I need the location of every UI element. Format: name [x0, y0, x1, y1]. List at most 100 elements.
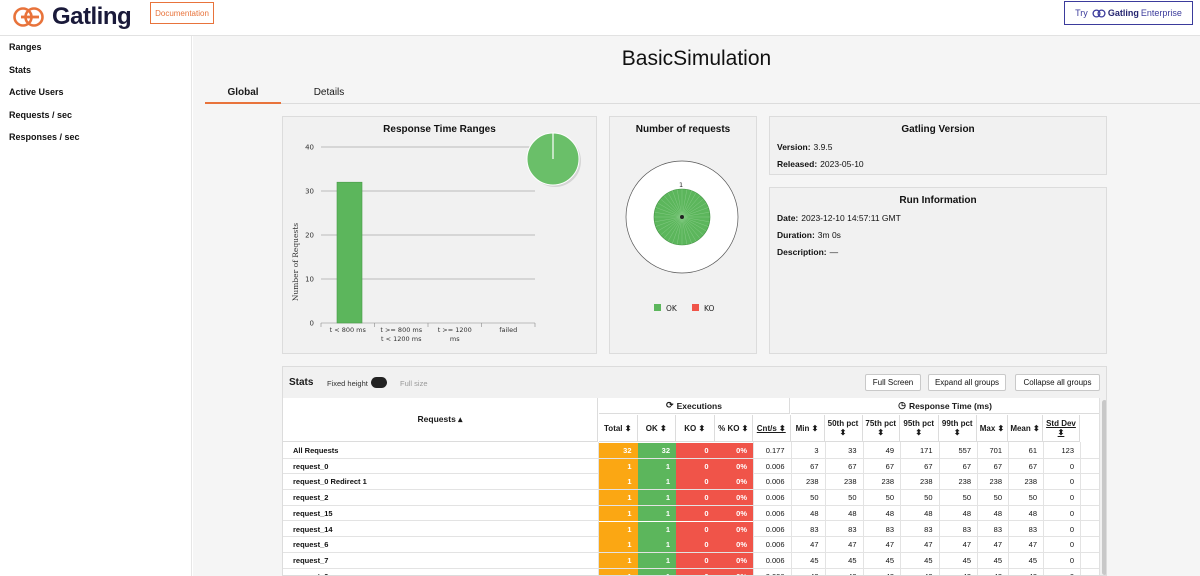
- gauge-spoke: [660, 216, 683, 236]
- version-label: Version:: [777, 142, 811, 152]
- table-row-all-requests[interactable]: All Requests 32 32 0 0% 0.177 3 33 49 171 557 701 61…: [283, 443, 1099, 459]
- table-column-divider: [938, 442, 940, 575]
- column-header-6[interactable]: 50th pct ⬍: [824, 415, 863, 442]
- sidebar-item-requests-per-sec[interactable]: Requests / sec: [9, 109, 73, 120]
- ranges-x-label: t >= 1200 ms: [438, 326, 472, 343]
- column-header-8[interactable]: 95th pct ⬍: [900, 415, 939, 442]
- ranges-x-label: failed: [499, 326, 517, 334]
- request-name[interactable]: request_7: [293, 555, 329, 565]
- run-date-value: 2023-12-10 14:57:11 GMT: [801, 213, 901, 223]
- sidebar-item-stats[interactable]: Stats: [9, 64, 32, 75]
- column-header-3[interactable]: % KO ⬍: [714, 415, 753, 442]
- gauge-spoke: [672, 190, 683, 218]
- column-header-7[interactable]: 75th pct ⬍: [862, 415, 900, 442]
- gauge-spoke: [655, 207, 683, 218]
- response-time-header: ◷ Response Time (ms): [791, 398, 1099, 414]
- run-date-label: Date:: [777, 213, 799, 223]
- column-header-10[interactable]: Max ⬍: [977, 415, 1008, 442]
- sidebar-item-responses-per-sec[interactable]: Responses / sec: [9, 132, 80, 142]
- collapse-all-groups-button[interactable]: Collapse all groups: [1015, 374, 1100, 391]
- cell-col-7: 45: [885, 555, 894, 565]
- logo-text: Gatling: [52, 3, 132, 30]
- table-row[interactable]: request_2 1 1 0 0% 0.006 50 50 50 50 50 50 50 0: [283, 490, 1099, 506]
- expand-all-groups-button[interactable]: Expand all groups: [928, 374, 1006, 391]
- cell-col-5: 45: [810, 555, 819, 565]
- table-row[interactable]: request_15 1 1 0 0% 0.006 48 48 48 48 48 48 48 0: [283, 505, 1099, 522]
- table-column-divider: [824, 442, 826, 575]
- column-header-5[interactable]: Min ⬍: [790, 415, 825, 442]
- request-name[interactable]: request_9: [283, 569, 598, 575]
- column-header-0[interactable]: Total ⬍: [599, 415, 638, 442]
- gauge-spoke: [681, 195, 701, 218]
- request-name[interactable]: request_14: [293, 524, 333, 534]
- column-header-11[interactable]: Mean ⬍: [1008, 415, 1043, 442]
- table-column-divider: [1008, 442, 1009, 575]
- height-toggle[interactable]: [371, 377, 387, 388]
- request-name[interactable]: request_6: [293, 540, 329, 550]
- documentation-button[interactable]: Documentation: [150, 2, 214, 24]
- sidebar-item-active-users[interactable]: Active Users: [9, 87, 64, 97]
- request-name[interactable]: All Requests: [293, 446, 339, 455]
- table-scrollbar[interactable]: [1099, 398, 1106, 575]
- gauge-spoke: [681, 216, 707, 232]
- cell-col-1: 1: [637, 474, 676, 490]
- cell-col-8: 45: [924, 555, 933, 565]
- column-header-4[interactable]: Cnt/s ⬍: [753, 415, 791, 442]
- legend-label-ko[interactable]: KO: [704, 304, 715, 313]
- table-row[interactable]: request_91100%0.006434343434343430: [283, 568, 1099, 575]
- cell-col-0: 1: [599, 458, 638, 474]
- ranges-y-tick: 30: [305, 188, 314, 196]
- gauge-spoke: [681, 202, 707, 218]
- cell-col-0: 1: [599, 521, 638, 537]
- gauge-spoke: [681, 192, 697, 218]
- legend-swatch-ko: [692, 304, 699, 311]
- table-row[interactable]: request_0 1 1 0 0% 0.006 67 67 67 67 67 67 67 0: [283, 458, 1099, 475]
- table-row[interactable]: request_6 1 1 0 0% 0.006 47 47 47 47 47 47 47 0: [283, 537, 1099, 553]
- table-row[interactable]: request_7 1 1 0 0% 0.006 45 45 45 45 45 45 45 0: [283, 552, 1099, 569]
- enterprise-logo-icon: [1092, 8, 1106, 18]
- gauge-spoke: [667, 192, 683, 218]
- cell-col-3: 0%: [714, 552, 753, 568]
- tab-details[interactable]: Details: [313, 87, 345, 98]
- request-name[interactable]: request_2: [293, 493, 329, 503]
- cell-col-10: 45: [993, 555, 1002, 565]
- table-row[interactable]: request_14 1 1 0 0% 0.006 83 83 83 83 83 83 83 0: [283, 521, 1099, 538]
- cell-col-9: 45: [962, 555, 971, 565]
- tab-global[interactable]: Global: [205, 86, 281, 104]
- sidebar: Ranges Stats Active Users Requests / sec…: [0, 36, 192, 576]
- gatling-logo[interactable]: Gatling: [12, 3, 132, 30]
- gauge-spoke: [657, 216, 683, 232]
- cell-col-12: 0: [1069, 555, 1074, 565]
- cell-col-3: 0%: [714, 537, 753, 553]
- page-title: BasicSimulation: [621, 47, 772, 70]
- scrollbar-thumb[interactable]: [1102, 400, 1106, 575]
- request-name[interactable]: request_0: [293, 461, 329, 471]
- table-column-divider: [753, 442, 754, 575]
- enterprise-try-label: Try: [1075, 8, 1088, 18]
- request-name[interactable]: request_15: [293, 508, 333, 518]
- ranges-x-label: t < 800 ms: [330, 326, 367, 334]
- table-row[interactable]: request_0 Redirect 1 1 1 0 0% 0.006 238 238 238 2…: [283, 474, 1099, 491]
- column-header-1[interactable]: OK ⬍: [637, 415, 676, 442]
- requests-column-header[interactable]: Requests ▴: [283, 398, 598, 442]
- main-content: BasicSimulation Global Details Response …: [193, 36, 1200, 576]
- gauge-spoke: [672, 216, 683, 244]
- full-screen-button[interactable]: Full Screen: [865, 374, 921, 391]
- ranges-bar[interactable]: [336, 181, 363, 324]
- cell-col-1: 1: [637, 490, 676, 506]
- column-header-12[interactable]: Std Dev ⬍: [1043, 415, 1080, 442]
- requests-gauge-chart: 1 OK KO: [625, 160, 739, 313]
- column-header-9[interactable]: 99th pct ⬍: [938, 415, 977, 442]
- gauge-center: [680, 215, 684, 219]
- column-header-2[interactable]: KO ⬍: [676, 415, 715, 442]
- gauge-spoke: [655, 216, 683, 227]
- cell-col-3: 0%: [714, 521, 753, 537]
- cell-col-11: 50: [1028, 493, 1037, 503]
- gauge-spoke: [663, 195, 683, 218]
- cell-col-8: 43: [900, 569, 939, 575]
- cell-col-6: 48: [848, 508, 857, 518]
- legend-label-ok[interactable]: OK: [666, 304, 678, 313]
- request-name[interactable]: request_0 Redirect 1: [293, 477, 367, 487]
- sidebar-item-ranges[interactable]: Ranges: [9, 42, 42, 52]
- try-enterprise-button[interactable]: Try Gatling Enterprise: [1064, 1, 1193, 25]
